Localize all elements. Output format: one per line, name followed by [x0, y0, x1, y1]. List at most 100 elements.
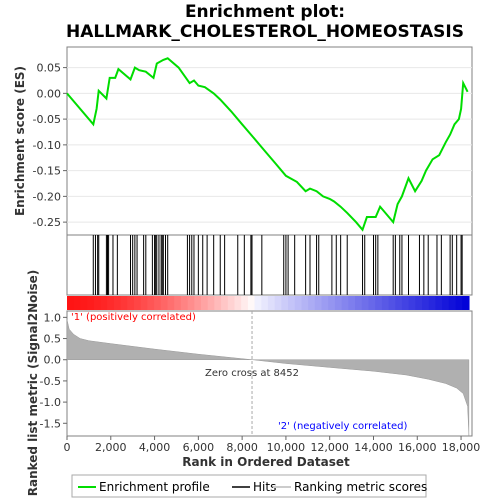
color-band-segment: [435, 296, 443, 310]
color-band-segment: [334, 296, 343, 310]
legend-hits-label: Hits: [253, 480, 276, 494]
x-axis-label: Rank in Ordered Dataset: [182, 455, 350, 469]
x-tick-label: 4,000: [139, 441, 171, 454]
correlation-color-band: [67, 296, 470, 310]
color-band-segment: [314, 296, 323, 310]
color-band-segment: [93, 296, 102, 310]
chart-title-line-1: Enrichment plot:: [185, 2, 345, 22]
ranking-y-tick-label: -1.0: [40, 396, 61, 409]
color-band-segment: [154, 296, 162, 310]
es-y-axis: 0.05 0.00 -0.05 -0.10 -0.15 -0.20 -0.25: [33, 62, 67, 229]
es-y-tick-label: 0.05: [37, 62, 62, 75]
color-band-segment: [395, 296, 403, 310]
color-band-segment: [448, 296, 457, 310]
color-band-segment: [361, 296, 370, 310]
color-band-segment: [408, 296, 416, 310]
es-y-axis-label: Enrichment score (ES): [13, 66, 27, 216]
es-gridlines: [67, 67, 472, 223]
x-tick-label: 0: [64, 441, 71, 454]
zero-cross-label: Zero cross at 8452: [205, 368, 299, 379]
color-band-segment: [160, 296, 169, 310]
color-band-segment: [328, 296, 336, 310]
chart-title-line-2: HALLMARK_CHOLESTEROL_HOMEOSTASIS: [66, 22, 464, 42]
color-band-segment: [301, 296, 309, 310]
color-band-segment: [321, 296, 329, 310]
negative-correlation-label: '2' (negatively correlated): [278, 421, 407, 432]
color-band-segment: [401, 296, 410, 310]
es-y-tick-label: -0.10: [33, 139, 61, 152]
color-band-segment: [241, 296, 249, 310]
legend-box: [71, 474, 427, 498]
es-y-tick-label: -0.20: [33, 190, 61, 203]
x-tick-label: 14,000: [354, 441, 393, 454]
color-band-segment: [288, 296, 296, 310]
x-tick-label: 8,000: [226, 441, 258, 454]
ranking-y-tick-label: 0.5: [44, 333, 62, 346]
color-band-segment: [261, 296, 269, 310]
color-band-segment: [462, 296, 470, 310]
color-band-segment: [194, 296, 202, 310]
color-band-segment: [200, 296, 209, 310]
positive-correlation-label: '1' (positively correlated): [71, 312, 196, 323]
color-band-segment: [180, 296, 189, 310]
color-band-segment: [388, 296, 396, 310]
color-band-segment: [348, 296, 356, 310]
color-band-segment: [167, 296, 175, 310]
es-y-tick-label: -0.25: [33, 216, 61, 229]
color-band-segment: [140, 296, 148, 310]
color-band-segment: [221, 296, 229, 310]
color-band-segment: [67, 296, 75, 310]
color-band-segment: [174, 296, 182, 310]
color-band-segment: [73, 296, 81, 310]
ranking-y-axis: 1.0 0.5 0.0 -0.5 -1.0 -1.5: [40, 311, 67, 430]
es-y-tick-label: -0.15: [33, 165, 61, 178]
color-band-segment: [442, 296, 450, 310]
color-band-segment: [254, 296, 262, 310]
color-band-segment: [355, 296, 363, 310]
color-band-segment: [381, 296, 390, 310]
x-tick-label: 18,000: [442, 441, 481, 454]
color-band-segment: [308, 296, 316, 310]
x-tick-label: 6,000: [183, 441, 215, 454]
es-y-tick-label: -0.05: [33, 113, 61, 126]
legend-enrichment-label: Enrichment profile: [99, 480, 210, 494]
enrichment-profile-line: [66, 57, 469, 232]
color-band-segment: [294, 296, 303, 310]
color-band-segment: [133, 296, 142, 310]
x-tick-label: 12,000: [310, 441, 349, 454]
ranking-y-tick-label: -1.5: [40, 417, 61, 430]
color-band-segment: [207, 296, 215, 310]
legend-ranking-label: Ranking metric scores: [294, 480, 427, 494]
color-band-segment: [147, 296, 155, 310]
ranking-y-tick-label: 0.0: [44, 354, 62, 367]
hits-panel-frame: [66, 234, 473, 296]
color-band-segment: [428, 296, 437, 310]
color-band-segment: [281, 296, 289, 310]
color-band-segment: [247, 296, 256, 310]
color-band-segment: [127, 296, 135, 310]
color-band-segment: [227, 296, 236, 310]
color-band-segment: [267, 296, 276, 310]
color-band-segment: [274, 296, 282, 310]
color-band-segment: [341, 296, 349, 310]
color-band-segment: [87, 296, 95, 310]
color-band-segment: [187, 296, 195, 310]
ranking-metric-area: [66, 319, 470, 437]
color-band-segment: [113, 296, 122, 310]
x-tick-label: 10,000: [267, 441, 306, 454]
color-band-segment: [368, 296, 376, 310]
color-band-segment: [107, 296, 115, 310]
ranking-y-tick-label: 1.0: [44, 311, 62, 324]
color-band-segment: [80, 296, 88, 310]
ranking-y-tick-label: -0.5: [40, 375, 61, 388]
color-band-segment: [375, 296, 383, 310]
es-y-tick-label: 0.00: [37, 87, 62, 100]
hits-group: [92, 235, 463, 295]
color-band-segment: [455, 296, 463, 310]
color-band-segment: [415, 296, 423, 310]
x-axis: 0 2,000 4,000 6,000 8,000 10,000 12,000 14,000 1…: [64, 436, 481, 454]
x-tick-label: 16,000: [398, 441, 437, 454]
color-band-segment: [422, 296, 430, 310]
